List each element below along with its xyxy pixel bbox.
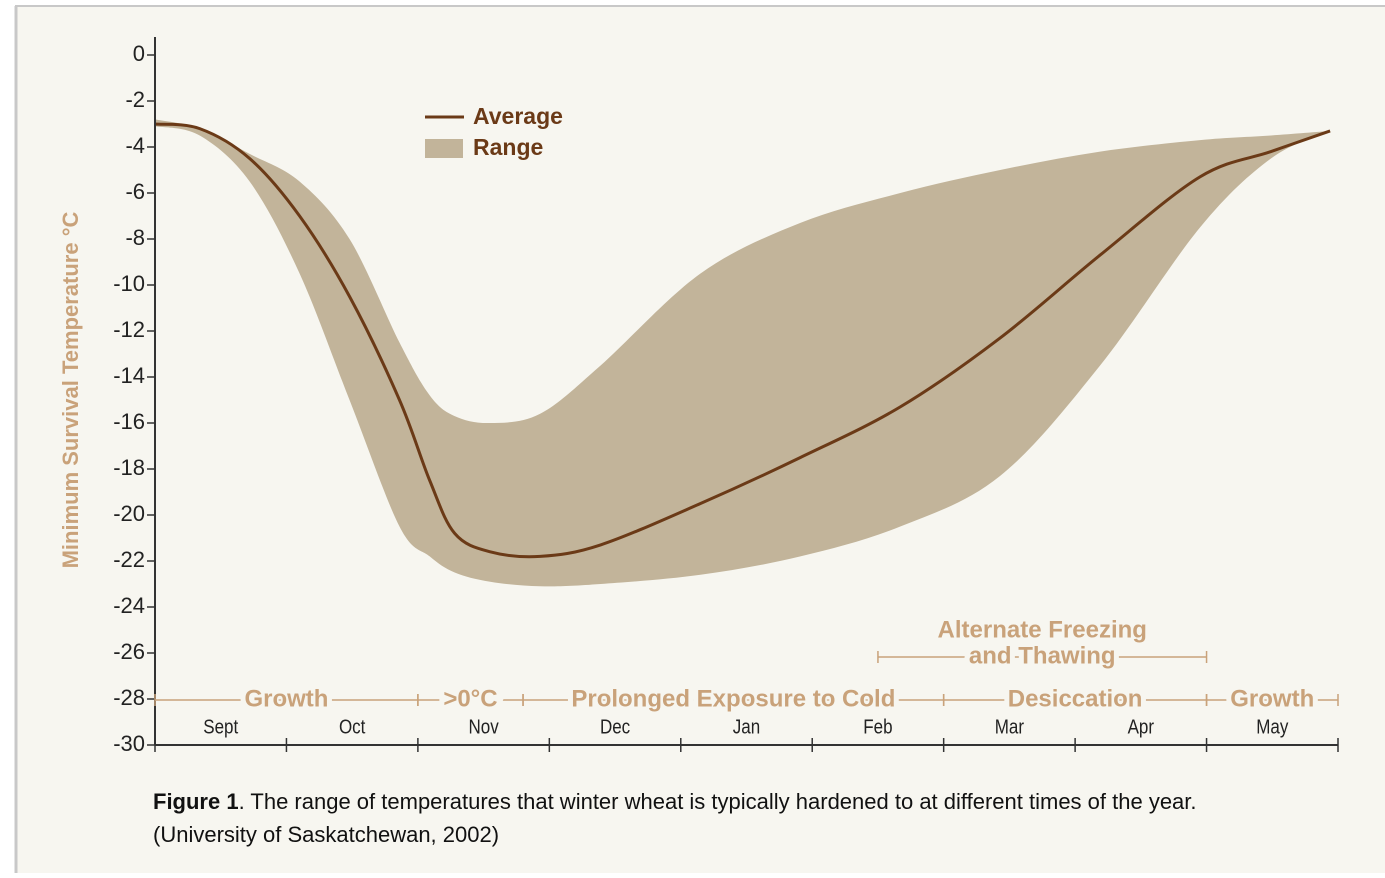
y-tick-label: -14 bbox=[113, 363, 145, 388]
y-tick-label: -20 bbox=[113, 501, 145, 526]
y-tick-label: -24 bbox=[113, 593, 145, 618]
caption-text: . The range of temperatures that winter … bbox=[239, 789, 1197, 814]
y-tick-label: -6 bbox=[125, 179, 145, 204]
x-tick-label: Sept bbox=[203, 715, 239, 738]
y-tick-label: -12 bbox=[113, 317, 145, 342]
x-tick-label: Apr bbox=[1128, 715, 1154, 738]
y-tick-label: -10 bbox=[113, 271, 145, 296]
x-tick-label: May bbox=[1256, 715, 1289, 738]
x-tick-label: Nov bbox=[469, 715, 500, 738]
range-area bbox=[155, 119, 1331, 587]
period-label: Desiccation bbox=[1008, 685, 1143, 712]
legend-label: Average bbox=[473, 103, 563, 129]
y-tick-label: -18 bbox=[113, 455, 145, 480]
y-tick-label: -16 bbox=[113, 409, 145, 434]
y-axis-label: Minimum Survival Temperature °C bbox=[58, 211, 83, 568]
y-tick-label: 0 bbox=[133, 41, 145, 66]
x-tick-label: Jan bbox=[733, 715, 760, 738]
y-tick-label: -26 bbox=[113, 639, 145, 664]
y-tick-label: -22 bbox=[113, 547, 145, 572]
caption: Figure 1. The range of temperatures that… bbox=[153, 789, 1197, 814]
period-label: Growth bbox=[1230, 685, 1314, 712]
x-tick-label: Mar bbox=[995, 715, 1024, 738]
average-line bbox=[154, 122, 1331, 559]
legend-label: Range bbox=[473, 134, 543, 160]
overlap-period-label: and Thawing bbox=[969, 642, 1116, 669]
caption-label: Figure 1 bbox=[153, 789, 239, 814]
y-tick-label: -4 bbox=[125, 133, 145, 158]
overlap-period-label: Alternate Freezing bbox=[938, 616, 1147, 643]
legend-swatch bbox=[425, 139, 463, 158]
period-label: Growth bbox=[244, 685, 328, 712]
x-tick-label: Dec bbox=[600, 715, 630, 738]
x-tick-label: Feb bbox=[863, 715, 892, 738]
y-tick-label: -8 bbox=[125, 225, 145, 250]
caption-source: (University of Saskatchewan, 2002) bbox=[153, 822, 499, 847]
y-tick-label: -30 bbox=[113, 731, 145, 756]
y-tick-label: -28 bbox=[113, 685, 145, 710]
x-tick-label: Oct bbox=[339, 715, 366, 738]
y-tick-label: -2 bbox=[125, 87, 145, 112]
period-label: >0°C bbox=[443, 685, 497, 712]
period-label: Prolonged Exposure to Cold bbox=[571, 685, 895, 712]
